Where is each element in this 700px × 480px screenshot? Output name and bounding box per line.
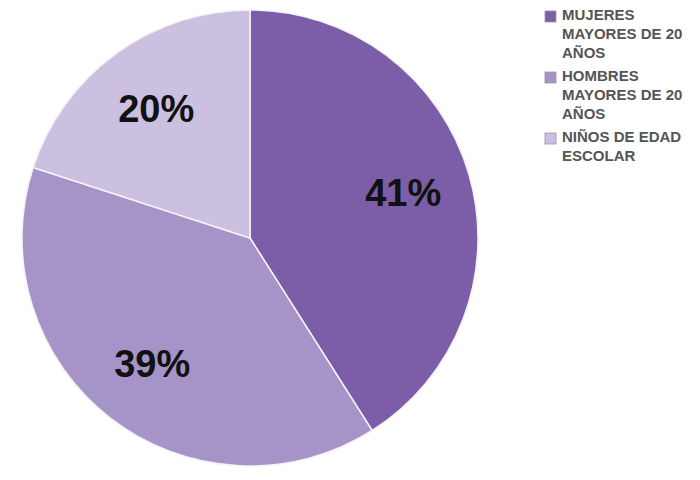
legend: MUJERESMAYORES DE 20AÑOS HOMBRESMAYORES D…: [545, 6, 682, 164]
pie: [22, 10, 478, 466]
pie-slice: [33, 10, 250, 238]
data-label: 41%: [365, 172, 441, 214]
chart: 41% 39% 20% MUJERESMAYORES DE 20AÑOS HOMBRES…: [0, 0, 700, 480]
data-label: 39%: [114, 343, 190, 385]
legend-swatch: [545, 11, 556, 22]
legend-swatch: [545, 133, 556, 144]
legend-label: MUJERESMAYORES DE 20AÑOS: [562, 6, 682, 61]
legend-label: HOMBRESMAYORES DE 20AÑOS: [562, 67, 682, 122]
data-labels: 41% 39% 20%: [114, 88, 441, 385]
data-label: 20%: [118, 88, 194, 130]
legend-label: NIÑOS DE EDADESCOLAR: [562, 128, 681, 164]
legend-swatch: [545, 72, 556, 83]
